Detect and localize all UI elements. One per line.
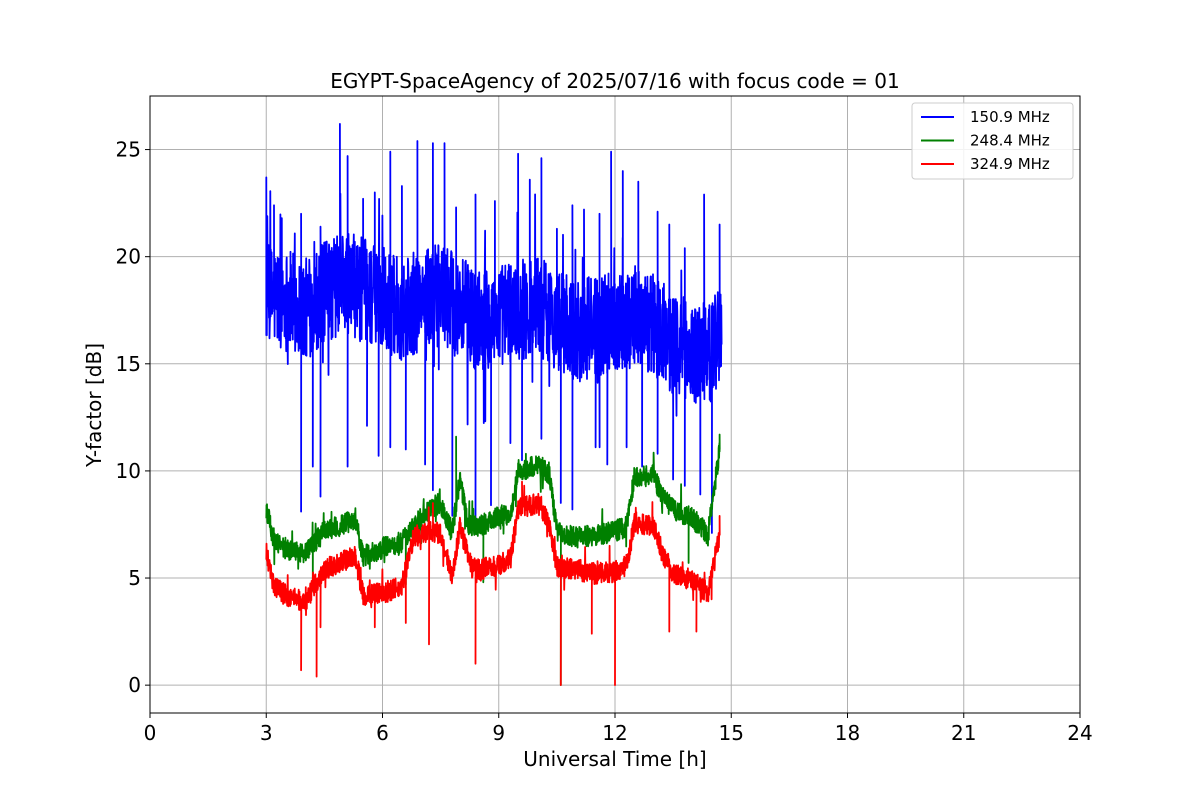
legend-label: 150.9 MHz [970, 108, 1050, 126]
y-axis-label: Y-factor [dB] [82, 343, 106, 468]
x-axis-ticks: 0 3 6 9 12 15 18 21 24 [144, 713, 1093, 745]
x-tick-label: 6 [376, 721, 389, 745]
chart-title: EGYPT-SpaceAgency of 2025/07/16 with foc… [330, 69, 899, 93]
series-lines [265, 123, 723, 686]
legend-label: 324.9 MHz [970, 155, 1050, 173]
y-tick-label: 0 [128, 673, 141, 697]
series-line [265, 123, 723, 534]
x-tick-label: 21 [951, 721, 976, 745]
legend: 150.9 MHz 248.4 MHz 324.9 MHz [911, 102, 1074, 180]
x-tick-label: 0 [144, 721, 157, 745]
y-axis-ticks: 0 5 10 15 20 25 [116, 138, 150, 697]
x-tick-label: 18 [835, 721, 860, 745]
x-axis-label: Universal Time [h] [523, 747, 706, 771]
y-tick-label: 15 [116, 352, 141, 376]
y-tick-label: 5 [128, 566, 141, 590]
legend-label: 248.4 MHz [970, 132, 1050, 150]
x-tick-label: 9 [492, 721, 505, 745]
x-tick-label: 15 [719, 721, 744, 745]
plot-area [265, 123, 723, 686]
y-tick-label: 25 [116, 138, 141, 162]
x-tick-label: 24 [1067, 721, 1092, 745]
y-tick-label: 10 [116, 459, 141, 483]
x-tick-label: 12 [602, 721, 627, 745]
y-tick-label: 20 [116, 245, 141, 269]
x-tick-label: 3 [260, 721, 273, 745]
series-line [265, 480, 721, 686]
legend-box [911, 102, 1074, 180]
series-line [265, 433, 721, 686]
